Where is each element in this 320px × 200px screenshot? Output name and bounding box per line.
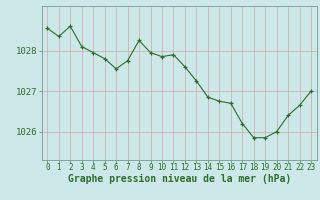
X-axis label: Graphe pression niveau de la mer (hPa): Graphe pression niveau de la mer (hPa): [68, 174, 291, 184]
